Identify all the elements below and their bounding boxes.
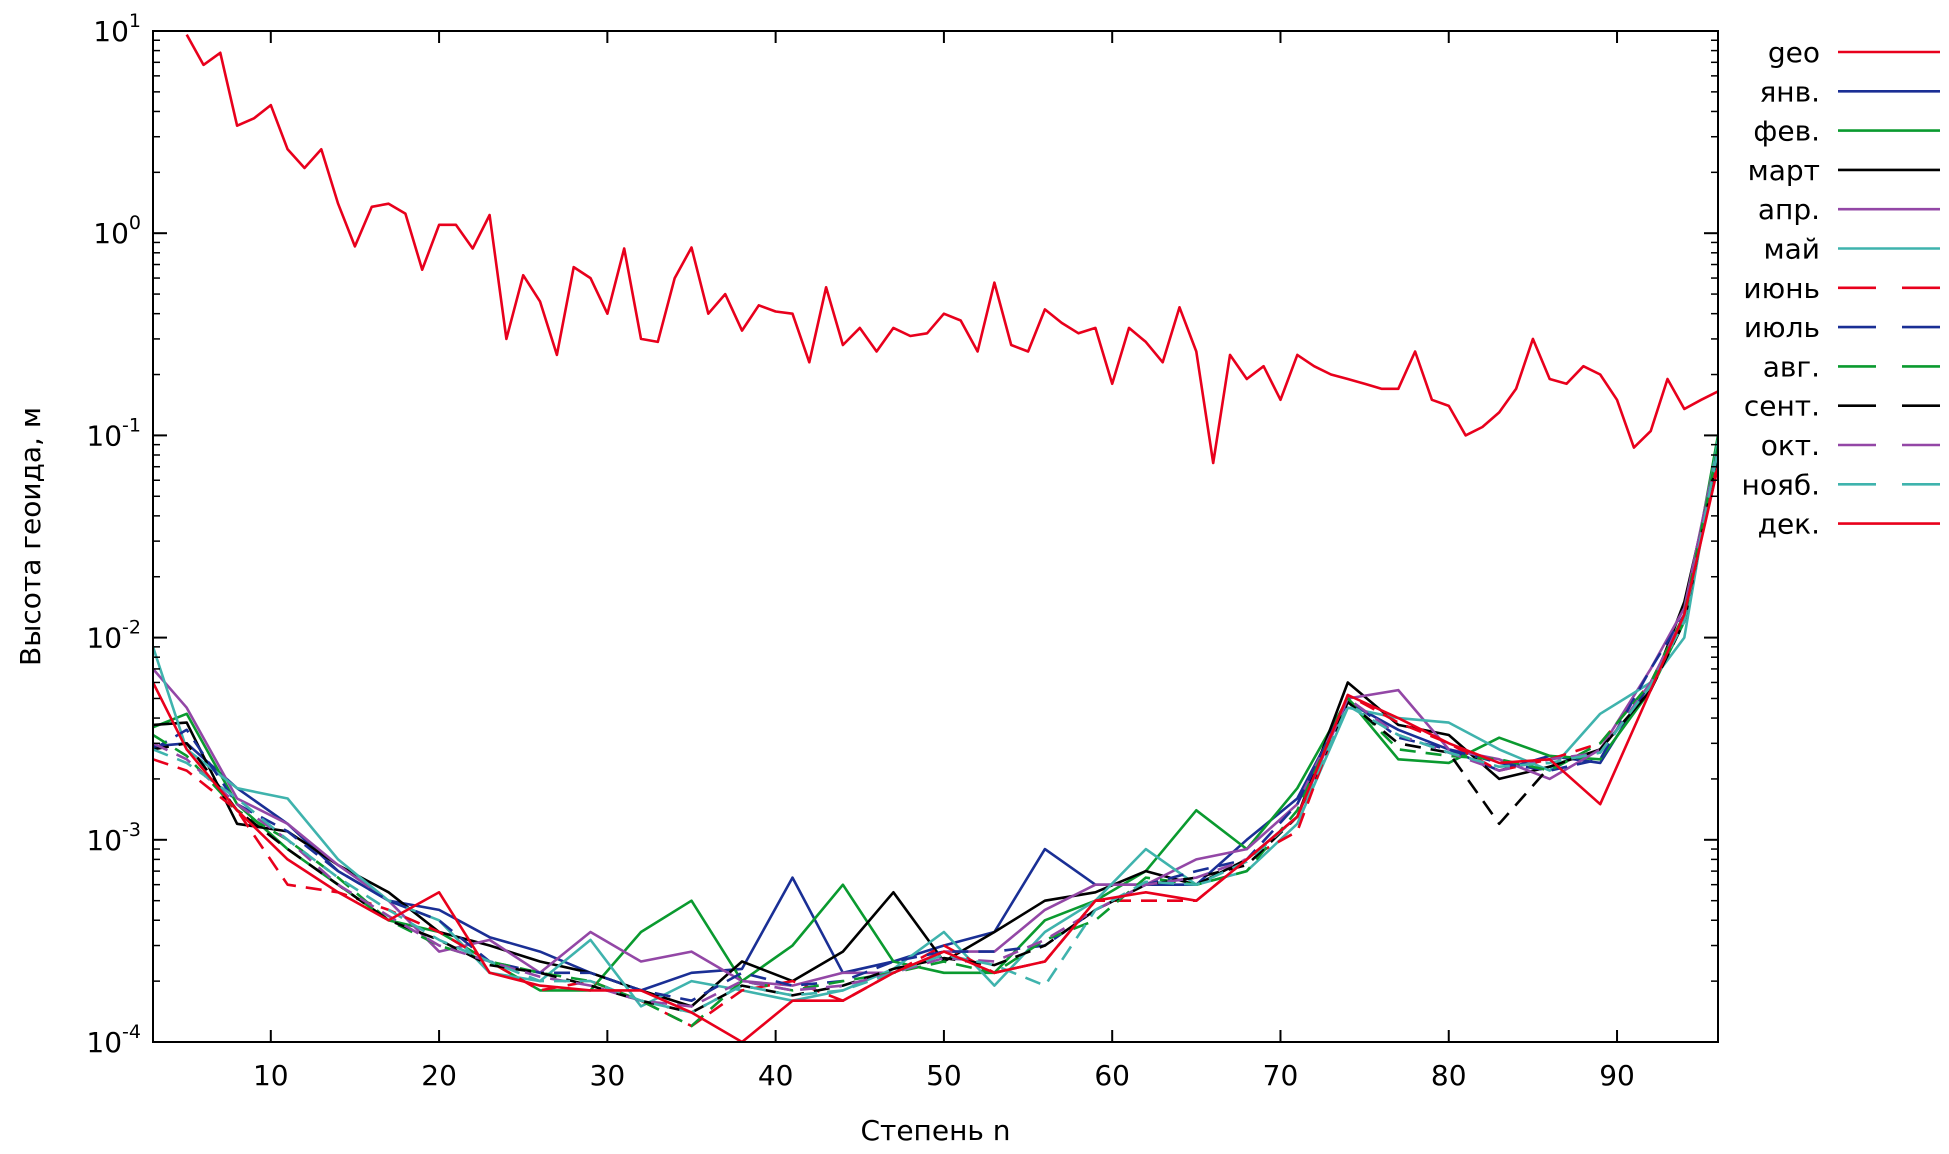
series-line-10	[153, 454, 1718, 1014]
legend-label: дек.	[1758, 508, 1820, 541]
series-layer	[153, 33, 1718, 1042]
x-tick-label: 90	[1599, 1059, 1635, 1092]
legend-label: июнь	[1743, 272, 1820, 305]
y-tick-label: 100	[93, 212, 141, 250]
series-line-12	[153, 449, 1718, 1014]
legend-label: янв.	[1759, 75, 1820, 108]
legend-label: авг.	[1763, 350, 1820, 383]
legend-label: сент.	[1744, 390, 1820, 423]
series-line-3	[153, 435, 1718, 992]
legend-label: июль	[1744, 311, 1820, 344]
x-tick-label: 10	[253, 1059, 289, 1092]
y-axis: 10-4 10-3 10-2 10-1 100 101	[86, 10, 1718, 1059]
x-tick-label: 60	[1094, 1059, 1130, 1092]
legend-label: geo	[1768, 36, 1820, 69]
legend-label: фев.	[1753, 115, 1820, 148]
series-line-13	[153, 466, 1718, 1042]
x-tick-label: 30	[590, 1059, 626, 1092]
series-line-4	[153, 454, 1718, 1008]
legend-label: окт.	[1761, 429, 1820, 462]
series-line-11	[153, 449, 1718, 1008]
legend: geo янв. фев. март апр. май июнь июль авг. сент. о…	[1742, 36, 1940, 541]
x-axis-title: Степень n	[860, 1114, 1010, 1147]
x-tick-label: 20	[421, 1059, 457, 1092]
y-tick-label: 10-4	[86, 1021, 141, 1059]
y-tick-label: 101	[93, 10, 141, 48]
x-tick-label: 40	[758, 1059, 794, 1092]
series-line-7	[153, 460, 1718, 1028]
x-axis: 10 20 30 40 50 60 70 80 90	[253, 31, 1635, 1092]
y-tick-label: 10-2	[86, 617, 141, 655]
legend-label: нояб.	[1742, 468, 1820, 501]
x-tick-label: 50	[926, 1059, 962, 1092]
x-tick-label: 80	[1431, 1059, 1467, 1092]
x-tick-label: 70	[1263, 1059, 1299, 1092]
legend-label: май	[1764, 233, 1820, 266]
plot-frame	[152, 30, 1719, 1043]
y-tick-label: 10-1	[86, 414, 141, 452]
series-line-6	[153, 439, 1718, 1008]
y-axis-title: Высота геоида, м	[14, 407, 47, 666]
legend-label: март	[1748, 154, 1820, 187]
series-line-9	[153, 446, 1718, 1028]
y-tick-label: 10-3	[86, 819, 141, 857]
legend-label: апр.	[1758, 193, 1820, 226]
series-line-5	[153, 444, 1718, 987]
series-line-1	[185, 33, 1718, 465]
